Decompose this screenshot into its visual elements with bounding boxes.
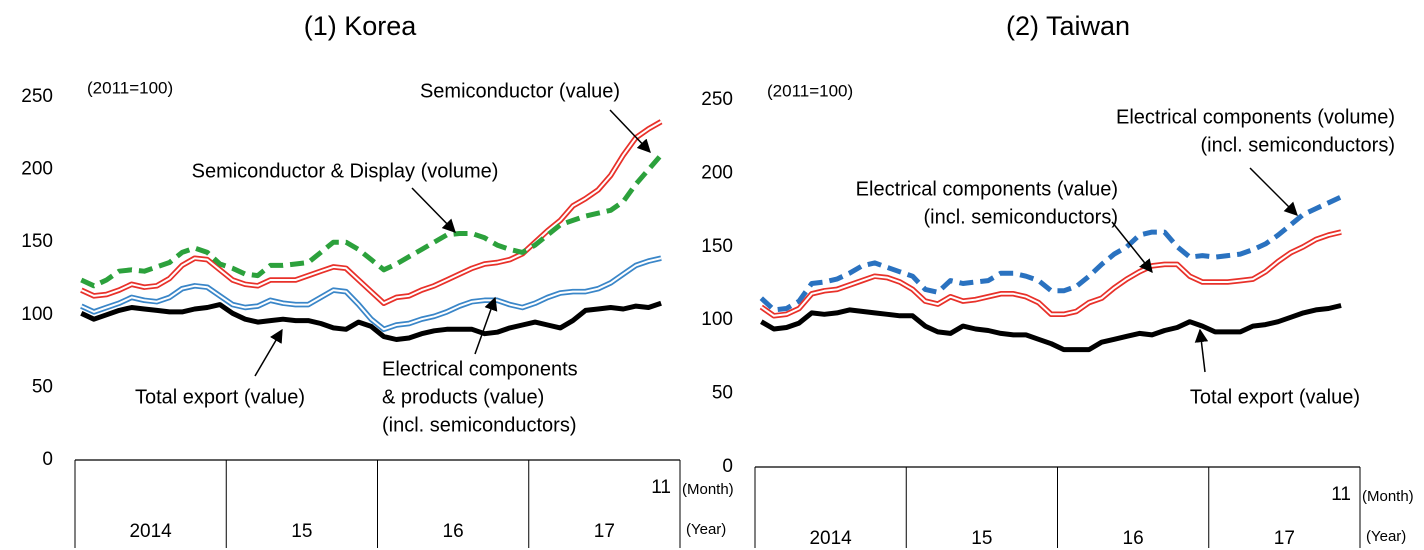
annotation-arrow xyxy=(1194,328,1209,373)
year-label: 17 xyxy=(1274,528,1295,549)
annotation: Semiconductor (value) xyxy=(420,80,620,102)
annotation: Electrical components (value) xyxy=(856,178,1118,200)
x-unit: (Month) xyxy=(682,481,734,498)
y-tick-label: 150 xyxy=(701,236,733,257)
series-line xyxy=(80,119,663,306)
series-line-inner xyxy=(80,120,662,305)
annotation: Total export (value) xyxy=(1190,386,1360,408)
note: (2011=100) xyxy=(767,81,853,100)
annotation: (incl. semiconductors) xyxy=(923,206,1118,228)
year-label: 2014 xyxy=(809,528,852,549)
group-unit: (Year) xyxy=(686,521,726,538)
x-tick-label: 11 xyxy=(1331,484,1351,505)
annotation-arrow xyxy=(474,296,498,355)
y-tick-label: 150 xyxy=(21,231,53,252)
annotation-arrow xyxy=(1111,221,1153,274)
y-tick-label: 0 xyxy=(722,456,733,477)
annotation-arrow xyxy=(254,328,283,377)
y-tick-label: 50 xyxy=(712,383,733,404)
annotation-arrow xyxy=(411,187,456,233)
x-unit: (Month) xyxy=(1362,488,1414,505)
y-tick-label: 0 xyxy=(42,449,53,470)
annotation: Electrical components (volume) xyxy=(1116,106,1395,128)
year-label: 15 xyxy=(291,521,312,542)
chart-title: (1) Korea xyxy=(304,11,418,41)
year-label: 17 xyxy=(594,521,615,542)
year-label: 16 xyxy=(443,521,464,542)
y-tick-label: 100 xyxy=(21,304,53,325)
group-unit: (Year) xyxy=(1366,528,1406,545)
annotation: Electrical components xyxy=(382,358,578,380)
series-line xyxy=(760,303,1342,353)
y-tick-label: 200 xyxy=(701,162,733,183)
chart-title: (2) Taiwan xyxy=(1006,11,1130,41)
series-line xyxy=(759,229,1342,319)
x-tick-label: 11 xyxy=(651,477,671,498)
series-line xyxy=(759,194,1343,313)
series-line xyxy=(80,300,662,342)
year-label: 2014 xyxy=(129,521,172,542)
annotation-arrow xyxy=(1249,167,1298,216)
annotation: Total export (value) xyxy=(135,386,305,408)
y-tick-label: 50 xyxy=(32,376,53,397)
annotation: (incl. semiconductors) xyxy=(382,414,577,436)
y-tick-label: 250 xyxy=(21,86,53,107)
y-tick-label: 100 xyxy=(701,309,733,330)
year-label: 15 xyxy=(971,528,992,549)
series-line-inner xyxy=(80,257,662,331)
annotation: (incl. semiconductors) xyxy=(1200,134,1395,156)
y-tick-label: 200 xyxy=(21,159,53,180)
annotation-arrow xyxy=(609,109,651,153)
annotation: Semiconductor & Display (volume) xyxy=(192,160,499,182)
y-tick-label: 250 xyxy=(701,89,733,110)
year-label: 16 xyxy=(1123,528,1144,549)
annotation: & products (value) xyxy=(382,386,544,408)
series-line-inner xyxy=(760,231,1342,317)
series-line xyxy=(80,153,663,289)
note: (2011=100) xyxy=(87,78,173,97)
